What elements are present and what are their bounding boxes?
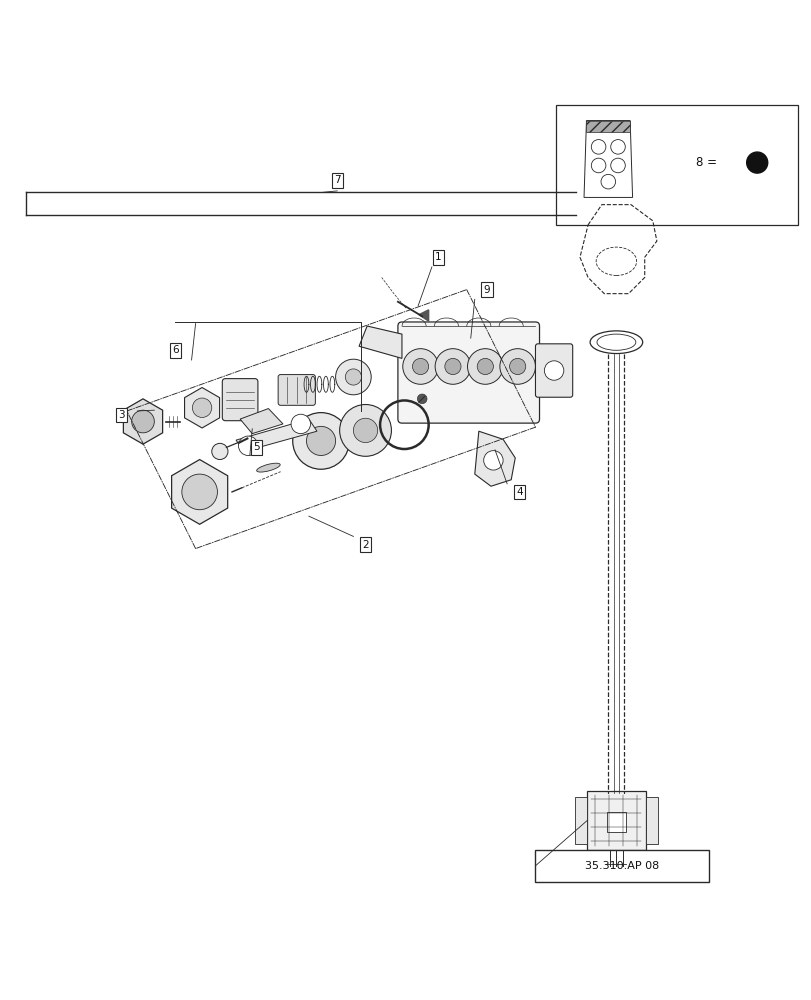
- Circle shape: [543, 361, 563, 380]
- Bar: [645, 797, 657, 844]
- Polygon shape: [171, 460, 227, 524]
- Text: 2: 2: [362, 540, 368, 550]
- Circle shape: [402, 349, 438, 384]
- Text: 7: 7: [333, 175, 340, 185]
- Bar: [555, 105, 797, 225]
- Polygon shape: [418, 310, 428, 321]
- Circle shape: [746, 152, 766, 173]
- Bar: [606, 812, 625, 832]
- Polygon shape: [586, 121, 629, 132]
- Bar: [534, 850, 709, 882]
- Circle shape: [467, 349, 503, 384]
- Circle shape: [335, 359, 371, 395]
- Circle shape: [444, 358, 461, 375]
- FancyBboxPatch shape: [397, 322, 539, 423]
- Text: 1: 1: [435, 252, 441, 262]
- Ellipse shape: [256, 463, 280, 472]
- Circle shape: [182, 474, 217, 510]
- Text: 9: 9: [483, 285, 490, 295]
- Circle shape: [292, 413, 349, 469]
- Circle shape: [417, 394, 427, 404]
- Bar: [574, 797, 586, 844]
- FancyBboxPatch shape: [222, 379, 258, 421]
- Polygon shape: [240, 409, 283, 434]
- Circle shape: [345, 369, 361, 385]
- Text: 8 =: 8 =: [695, 156, 716, 169]
- Polygon shape: [123, 399, 162, 444]
- Circle shape: [500, 349, 534, 384]
- Circle shape: [238, 436, 258, 455]
- Polygon shape: [184, 388, 219, 428]
- Circle shape: [192, 398, 212, 417]
- Bar: [586, 791, 645, 850]
- Circle shape: [212, 443, 228, 460]
- Text: 35.310.AP 08: 35.310.AP 08: [585, 861, 659, 871]
- Text: 6: 6: [172, 345, 178, 355]
- Circle shape: [509, 358, 525, 375]
- Circle shape: [412, 358, 428, 375]
- Circle shape: [339, 405, 391, 456]
- Circle shape: [483, 451, 503, 470]
- Polygon shape: [358, 326, 401, 358]
- FancyBboxPatch shape: [534, 344, 572, 397]
- Circle shape: [131, 410, 154, 433]
- Polygon shape: [236, 419, 316, 451]
- Circle shape: [353, 418, 377, 443]
- Polygon shape: [474, 431, 515, 486]
- Circle shape: [290, 414, 310, 434]
- Circle shape: [477, 358, 493, 375]
- Text: 4: 4: [515, 487, 522, 497]
- Text: 3: 3: [118, 410, 124, 420]
- Text: 5: 5: [253, 442, 260, 452]
- FancyBboxPatch shape: [278, 375, 315, 405]
- Circle shape: [306, 426, 335, 455]
- Circle shape: [435, 349, 470, 384]
